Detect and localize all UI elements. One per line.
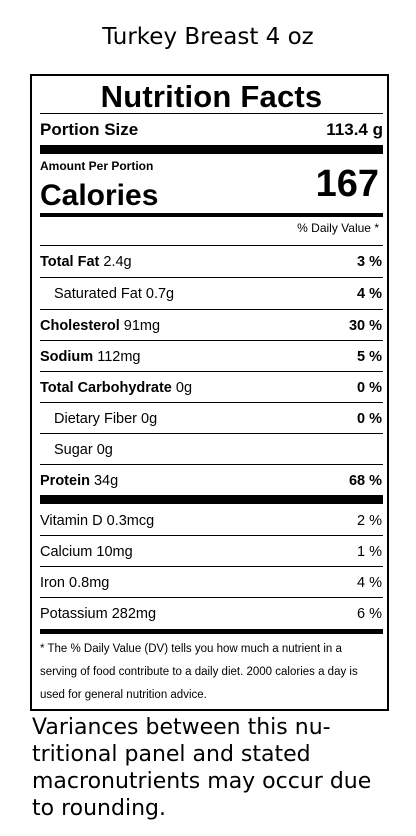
nutrient-name: Sugar: [54, 441, 93, 458]
portion-size-value: 113.4 g: [326, 120, 383, 139]
nutrient-amount: 0g: [96, 441, 113, 458]
nutrient-row-saturated-fat: Saturated Fat 0.7g 4 %: [40, 278, 383, 309]
divider: [40, 277, 383, 278]
nutrient-amount: 0.7g: [145, 285, 175, 302]
nutrient-row-protein: Protein 34g 68 %: [40, 465, 383, 496]
nutrient-row-total-fat: Total Fat 2.4g 3 %: [40, 246, 383, 277]
vitamin-name: Iron: [40, 574, 65, 591]
divider: [40, 245, 383, 246]
nutrient-name: Protein: [40, 472, 90, 489]
nutrient-daily-value: 0 %: [357, 379, 382, 396]
vitamin-row-potassium: Potassium 282mg 6 %: [40, 598, 383, 629]
vitamin-daily-value: 6 %: [357, 605, 382, 622]
divider: [40, 309, 383, 310]
vitamin-amount: 0.8mg: [69, 574, 110, 591]
nutrient-name: Saturated Fat: [54, 285, 142, 302]
medium-divider: [40, 629, 383, 634]
vitamin-row-vitamin-d: Vitamin D 0.3mcg 2 %: [40, 505, 383, 536]
page-title: Turkey Breast 4 oz: [102, 24, 314, 50]
nutrient-row-total-carbohydrate: Total Carbohydrate 0g 0 %: [40, 372, 383, 403]
divider: [40, 597, 383, 598]
nutrient-amount: 112mg: [97, 348, 141, 365]
daily-value-header: % Daily Value *: [297, 221, 379, 235]
vitamin-amount: 0.3mcg: [106, 512, 155, 529]
vitamin-name: Calcium: [40, 543, 93, 560]
nutrient-amount: 34g: [93, 472, 119, 489]
daily-value-footnote: * The % Daily Value (DV) tells you how m…: [40, 643, 358, 701]
vitamin-daily-value: 4 %: [357, 574, 382, 591]
nutrient-name: Total Carbohydrate: [40, 379, 172, 396]
vitamin-amount: 10mg: [96, 543, 133, 560]
vitamin-row-iron: Iron 0.8mg 4 %: [40, 567, 383, 598]
nutrient-name: Total Fat: [40, 253, 100, 270]
nutrient-name: Dietary Fiber: [54, 410, 137, 427]
divider: [40, 113, 383, 114]
nutrition-facts-label: Nutrition Facts Portion Size 113.4 g Amo…: [30, 74, 389, 711]
nutrient-daily-value: 68 %: [348, 472, 382, 489]
divider: [40, 402, 383, 403]
vitamin-daily-value: 1 %: [357, 543, 382, 560]
portion-size-label: Portion Size: [40, 120, 139, 139]
nutrient-row-cholesterol: Cholesterol 91mg 30 %: [40, 310, 383, 341]
nutrient-daily-value: 30 %: [348, 317, 382, 334]
nutrient-amount: 2.4g: [103, 253, 132, 270]
nutrition-facts-heading: Nutrition Facts: [100, 79, 323, 114]
divider: [40, 535, 383, 536]
portion-size-row: Portion Size 113.4 g: [40, 115, 383, 145]
variance-note: Variances between this nu-tritional pane…: [32, 715, 372, 821]
nutrient-amount: 0g: [141, 410, 158, 427]
nutrient-row-dietary-fiber: Dietary Fiber 0g 0 %: [40, 403, 383, 434]
vitamin-daily-value: 2 %: [357, 512, 382, 529]
nutrient-daily-value: 3 %: [357, 253, 382, 270]
nutrient-daily-value: 5 %: [357, 348, 382, 365]
nutrient-amount: 91mg: [123, 317, 161, 334]
divider: [40, 566, 383, 567]
calories-label: Calories: [40, 179, 159, 212]
nutrient-row-sugar: Sugar 0g: [40, 434, 383, 465]
nutrient-name: Cholesterol: [40, 317, 120, 334]
thick-divider: [40, 495, 383, 504]
vitamin-name: Potassium: [40, 605, 108, 622]
nutrient-name: Sodium: [40, 348, 94, 365]
nutrient-row-sodium: Sodium 112mg 5 %: [40, 341, 383, 372]
nutrient-daily-value: 0 %: [357, 410, 382, 427]
divider: [40, 433, 383, 434]
divider: [40, 464, 383, 465]
divider: [40, 371, 383, 372]
vitamin-row-calcium: Calcium 10mg 1 %: [40, 536, 383, 567]
nutrient-daily-value: 4 %: [357, 285, 382, 302]
nutrient-amount: 0g: [175, 379, 193, 396]
medium-divider: [40, 213, 383, 217]
amount-per-portion-label: Amount Per Portion: [40, 159, 154, 173]
calories-value: 167: [315, 163, 379, 205]
divider: [40, 340, 383, 341]
thick-divider: [40, 145, 383, 154]
vitamin-amount: 282mg: [111, 605, 157, 622]
vitamin-name: Vitamin D: [40, 512, 103, 529]
